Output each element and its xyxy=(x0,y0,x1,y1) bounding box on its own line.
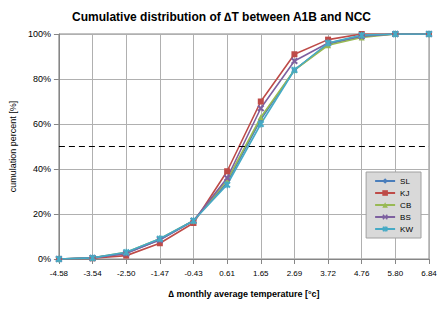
svg-text:6.84: 6.84 xyxy=(421,269,437,278)
svg-text:0.61: 0.61 xyxy=(219,269,235,278)
svg-text:-2.50: -2.50 xyxy=(117,269,136,278)
svg-text:100%: 100% xyxy=(28,29,51,39)
svg-text:-4.58: -4.58 xyxy=(50,269,69,278)
svg-text:20%: 20% xyxy=(33,209,51,219)
svg-text:BS: BS xyxy=(400,213,411,222)
svg-text:CB: CB xyxy=(400,201,411,210)
svg-text:1.65: 1.65 xyxy=(253,269,269,278)
svg-text:5.80: 5.80 xyxy=(388,269,404,278)
svg-text:0%: 0% xyxy=(38,254,51,264)
svg-text:Cumulative distribution of ∆T: Cumulative distribution of ∆T between A1… xyxy=(72,10,371,24)
svg-text:4.76: 4.76 xyxy=(354,269,370,278)
svg-text:80%: 80% xyxy=(33,74,51,84)
svg-text:60%: 60% xyxy=(33,119,51,129)
svg-text:KJ: KJ xyxy=(400,189,409,198)
svg-text:3.72: 3.72 xyxy=(320,269,336,278)
svg-text:-0.43: -0.43 xyxy=(184,269,203,278)
svg-text:KW: KW xyxy=(400,225,413,234)
svg-text:∆ monthly average temperature: ∆ monthly average temperature [°c] xyxy=(168,289,319,299)
svg-text:SL: SL xyxy=(400,177,410,186)
svg-text:2.69: 2.69 xyxy=(287,269,303,278)
svg-text:-1.47: -1.47 xyxy=(151,269,170,278)
svg-text:cumulation percent [%]: cumulation percent [%] xyxy=(8,101,18,193)
svg-text:40%: 40% xyxy=(33,164,51,174)
svg-text:-3.54: -3.54 xyxy=(83,269,102,278)
